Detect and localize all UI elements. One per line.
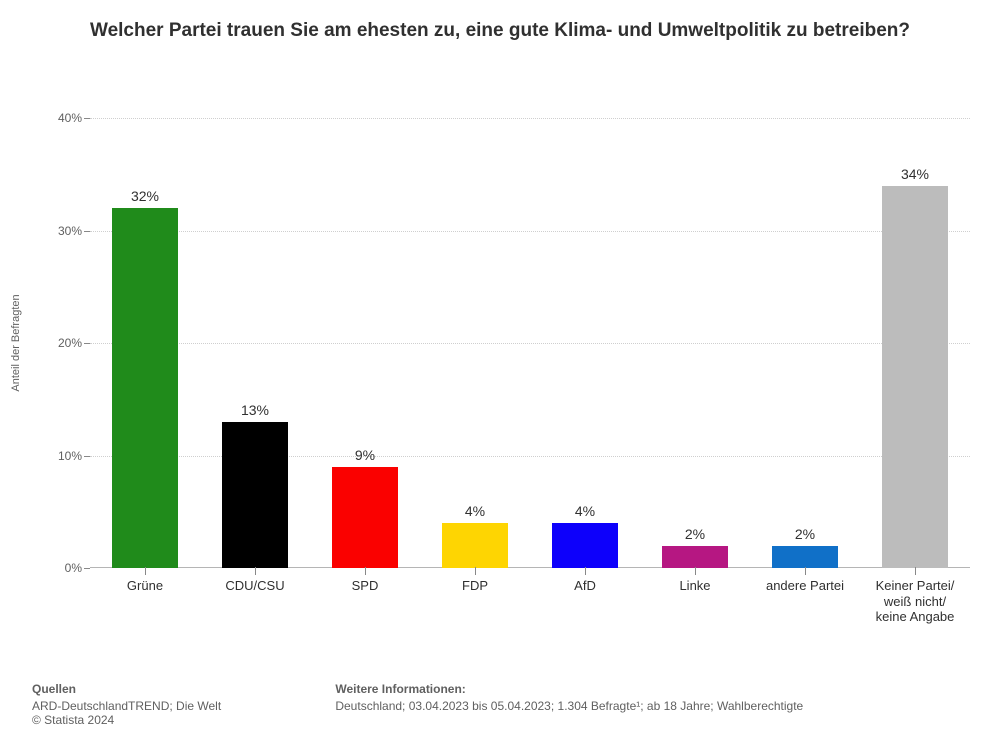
y-tick-label: 10% [34, 449, 82, 463]
y-axis-label: Anteil der Befragten [10, 294, 22, 391]
bar-value-label: 4% [552, 503, 618, 519]
chart-title: Welcher Partei trauen Sie am ehesten zu,… [0, 0, 1000, 50]
grid-line [90, 343, 970, 344]
bar: 13% [222, 422, 288, 568]
bar-value-label: 2% [772, 526, 838, 542]
x-tick-label: AfD [530, 578, 640, 594]
y-tick-label: 40% [34, 111, 82, 125]
bar: 2% [772, 546, 838, 569]
bar-value-label: 34% [882, 166, 948, 182]
x-tick-label: SPD [310, 578, 420, 594]
plot-area: 0%10%20%30%40%32%13%9%4%4%2%2%34% Anteil… [90, 118, 970, 568]
bar-value-label: 32% [112, 188, 178, 204]
grid-line [90, 118, 970, 119]
bar: 4% [552, 523, 618, 568]
bar-value-label: 2% [662, 526, 728, 542]
x-tick-label: Linke [640, 578, 750, 594]
plot-inner: 0%10%20%30%40%32%13%9%4%4%2%2%34% [90, 118, 970, 568]
bar-value-label: 4% [442, 503, 508, 519]
y-tick-label: 30% [34, 224, 82, 238]
y-tickmark [84, 231, 90, 232]
y-tickmark [84, 118, 90, 119]
footer-sources: Quellen ARD-DeutschlandTREND; Die Welt ©… [32, 682, 332, 727]
x-tickmark [695, 567, 696, 575]
x-tickmark [915, 567, 916, 575]
x-tick-label: Keiner Partei/weiß nicht/keine Angabe [860, 578, 970, 625]
x-tickmark [365, 567, 366, 575]
bar: 34% [882, 186, 948, 569]
x-tick-label: andere Partei [750, 578, 860, 594]
bar-value-label: 13% [222, 402, 288, 418]
footer-copyright: © Statista 2024 [32, 713, 332, 727]
y-tick-label: 0% [34, 561, 82, 575]
x-tickmark [805, 567, 806, 575]
y-tickmark [84, 343, 90, 344]
bar: 32% [112, 208, 178, 568]
bar: 4% [442, 523, 508, 568]
x-tickmark [255, 567, 256, 575]
footer-sources-line: ARD-DeutschlandTREND; Die Welt [32, 699, 332, 713]
y-tickmark [84, 456, 90, 457]
x-tick-label: FDP [420, 578, 530, 594]
bar: 9% [332, 467, 398, 568]
footer-info-line: Deutschland; 03.04.2023 bis 05.04.2023; … [335, 699, 935, 713]
footer-sources-header: Quellen [32, 682, 332, 696]
x-tickmark [475, 567, 476, 575]
x-tickmark [145, 567, 146, 575]
footer-info-header: Weitere Informationen: [335, 682, 935, 696]
x-tick-label: Grüne [90, 578, 200, 594]
y-tickmark [84, 568, 90, 569]
y-tick-label: 20% [34, 336, 82, 350]
grid-line [90, 231, 970, 232]
x-tickmark [585, 567, 586, 575]
bar-value-label: 9% [332, 447, 398, 463]
bar: 2% [662, 546, 728, 569]
footer-info: Weitere Informationen: Deutschland; 03.0… [335, 682, 935, 713]
chart-footer: Quellen ARD-DeutschlandTREND; Die Welt ©… [32, 682, 968, 727]
x-tick-label: CDU/CSU [200, 578, 310, 594]
